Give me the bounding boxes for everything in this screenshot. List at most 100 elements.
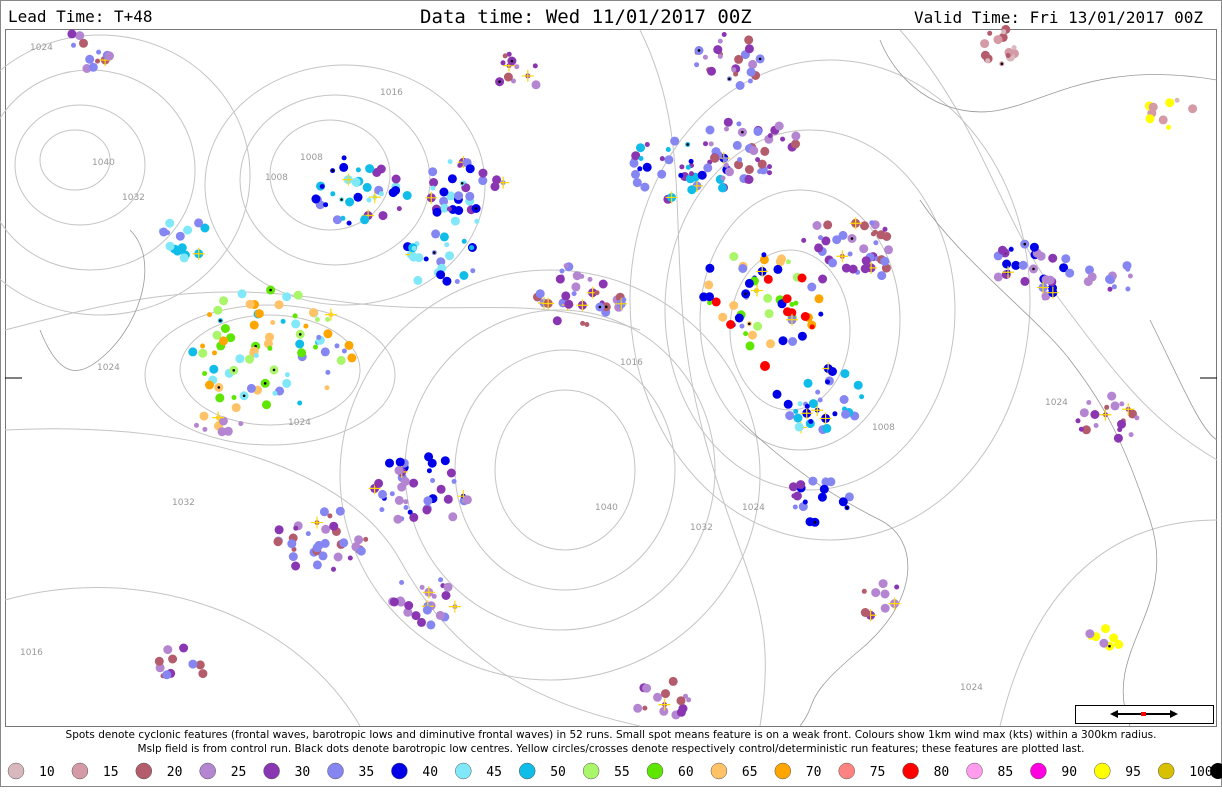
feature-spot — [506, 51, 512, 57]
feature-spot — [195, 660, 205, 670]
feature-spot — [1079, 408, 1089, 418]
feature-spot — [282, 378, 292, 388]
feature-spot — [274, 300, 284, 310]
feature-spot — [355, 167, 361, 173]
feature-spot — [438, 577, 444, 583]
feature-spot — [704, 280, 714, 290]
feature-spot — [163, 645, 173, 655]
feature-spot — [564, 299, 574, 309]
deterministic-cross — [1046, 286, 1059, 299]
feature-spot — [202, 371, 208, 376]
feature-spot — [219, 336, 228, 346]
feature-spot — [379, 507, 385, 513]
isobar-labels: 1024 1016 1040 1032 1008 1008 1024 1024 1032 1016… — [20, 43, 1068, 693]
feature-spot — [391, 186, 401, 195]
feature-spot — [284, 372, 290, 378]
feature-spot — [841, 409, 851, 419]
feature-spot — [587, 276, 593, 282]
feature-spot — [389, 491, 395, 497]
feature-spot — [793, 300, 799, 306]
legend: 10 15 20 25 30 35 40 45 50 55 60 65 70 75 80 85 90 95 100 — [7, 762, 1222, 780]
feature-spot — [347, 555, 353, 561]
feature-spot — [465, 191, 475, 201]
feature-spot — [347, 353, 357, 363]
feature-spot — [1134, 415, 1140, 421]
legend-swatch — [582, 762, 600, 780]
deterministic-cross — [819, 412, 832, 425]
feature-spot — [1148, 102, 1158, 112]
legend-swatch — [966, 762, 983, 780]
barotropic-dot — [1108, 644, 1111, 648]
feature-spot — [702, 54, 708, 60]
feature-spot — [297, 400, 303, 406]
deterministic-cross — [756, 265, 769, 278]
feature-spot — [791, 131, 801, 141]
feature-spot — [323, 329, 333, 339]
deterministic-cross — [212, 411, 225, 424]
feature-spot — [861, 256, 871, 266]
feature-spot — [1041, 275, 1051, 285]
deterministic-cross — [1037, 281, 1050, 294]
feature-spot — [1008, 246, 1014, 252]
feature-spot — [177, 243, 187, 253]
feature-spot — [431, 593, 437, 599]
feature-spot — [291, 561, 301, 571]
feature-spot — [272, 390, 278, 396]
feature-spot — [490, 182, 500, 192]
feature-spot — [365, 164, 375, 174]
deterministic-cross — [1002, 266, 1015, 279]
deterministic-cross — [811, 404, 824, 417]
legend-label: 70 — [806, 765, 822, 780]
deterministic-cross — [849, 217, 862, 230]
deterministic-cross — [521, 69, 534, 82]
feature-spot — [808, 399, 818, 409]
barotropic-dot — [598, 305, 602, 309]
feature-spot — [552, 316, 562, 326]
feature-spot — [748, 330, 757, 340]
legend-label: 60 — [678, 765, 694, 780]
feature-spot — [757, 159, 767, 169]
feature-spot — [378, 211, 388, 221]
feature-spot — [683, 693, 688, 699]
feature-spot — [531, 80, 541, 90]
feature-spot — [293, 525, 299, 531]
feature-spot — [738, 264, 748, 273]
feature-spot — [396, 206, 402, 212]
deterministic-cross — [448, 600, 461, 613]
feature-spot — [763, 293, 773, 303]
feature-spot — [503, 72, 513, 82]
feature-spot — [848, 264, 858, 274]
barotropic-dot — [1032, 267, 1035, 271]
feature-spot — [814, 243, 824, 253]
feature-spot — [664, 155, 674, 165]
feature-spot — [844, 492, 854, 502]
feature-spot — [814, 294, 824, 304]
legend-label: 20 — [167, 765, 183, 780]
deterministic-cross — [542, 297, 555, 310]
feature-spot — [431, 229, 441, 239]
feature-spot — [311, 194, 321, 204]
feature-spot — [426, 620, 436, 630]
feature-spot — [555, 274, 565, 284]
feature-spot — [461, 183, 471, 193]
feature-spot — [422, 505, 432, 515]
lead-time: Lead Time: T+48 — [8, 7, 153, 26]
barotropic-dot — [432, 251, 436, 254]
feature-spot — [446, 191, 456, 201]
feature-spot — [818, 235, 823, 241]
feature-spot — [446, 206, 452, 212]
caption-line: Mslp field is from control run. Black do… — [138, 743, 1085, 755]
feature-spot — [344, 340, 354, 350]
feature-spot — [791, 493, 797, 499]
isobar-label: 1024 — [97, 363, 120, 373]
feature-spot — [732, 140, 742, 150]
feature-spot — [445, 251, 454, 261]
feature-spot — [220, 324, 230, 333]
feature-spot — [1119, 401, 1125, 407]
feature-spot — [631, 169, 640, 179]
barotropic-dot — [340, 198, 343, 201]
feature-spot — [207, 312, 212, 318]
feature-spot — [794, 422, 804, 432]
feature-spot — [213, 305, 223, 315]
feature-spot — [435, 610, 445, 620]
